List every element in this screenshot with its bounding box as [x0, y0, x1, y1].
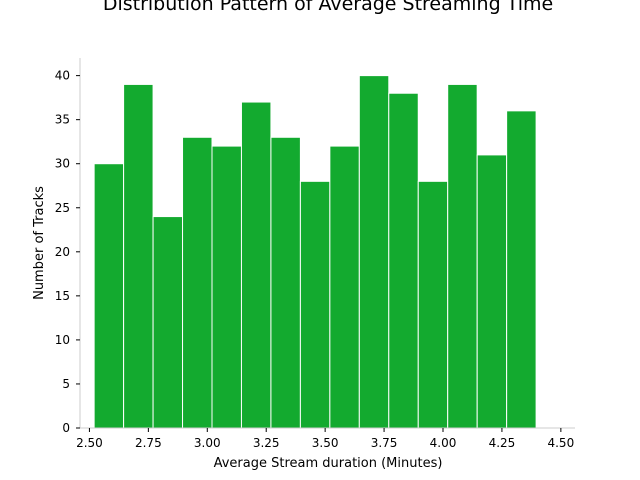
histogram-bar	[299, 180, 331, 429]
x-tick-label: 3.50	[312, 436, 339, 450]
y-tick-label: 10	[55, 333, 70, 347]
bars-group	[93, 75, 537, 429]
x-tick-label: 3.00	[194, 436, 221, 450]
histogram-bar	[417, 180, 449, 429]
x-axis-label: Average Stream duration (Minutes)	[214, 456, 443, 471]
histogram-bar	[388, 92, 419, 429]
y-axis-label: Number of Tracks	[32, 186, 47, 300]
histogram-bar	[329, 145, 360, 429]
y-tick-label: 0	[62, 421, 70, 435]
y-tick-label: 25	[55, 201, 70, 215]
histogram-bar	[211, 145, 242, 429]
x-tick-label: 4.25	[489, 436, 516, 450]
x-ticks: 2.50 2.75 3.00 3.25 3.50 3.75 4.00 4.25 4.50	[76, 428, 574, 450]
y-tick-label: 40	[55, 69, 70, 83]
histogram-bar	[93, 163, 125, 429]
histogram-bar	[358, 75, 390, 429]
histogram-bar	[152, 216, 184, 429]
histogram-bar	[240, 101, 272, 429]
x-tick-label: 3.25	[253, 436, 280, 450]
x-tick-label: 2.50	[76, 436, 103, 450]
y-tick-label: 5	[62, 377, 70, 391]
x-tick-label: 2.75	[135, 436, 162, 450]
histogram-bar	[447, 83, 478, 429]
histogram-bar	[182, 136, 213, 429]
histogram-bar	[506, 110, 537, 429]
x-tick-label: 4.00	[430, 436, 457, 450]
y-tick-label: 35	[55, 113, 70, 127]
x-tick-label: 3.75	[371, 436, 398, 450]
x-tick-label: 4.50	[547, 436, 574, 450]
y-tick-label: 30	[55, 157, 70, 171]
y-tick-label: 15	[55, 289, 70, 303]
histogram-bar	[270, 136, 301, 429]
histogram-bar	[123, 83, 154, 429]
chart-title: Distribution Pattern of Average Streamin…	[103, 0, 553, 15]
y-tick-label: 20	[55, 245, 70, 259]
histogram-bar	[476, 154, 508, 429]
y-ticks: 0 5 10 15 20 25 30 35 40	[55, 69, 80, 435]
